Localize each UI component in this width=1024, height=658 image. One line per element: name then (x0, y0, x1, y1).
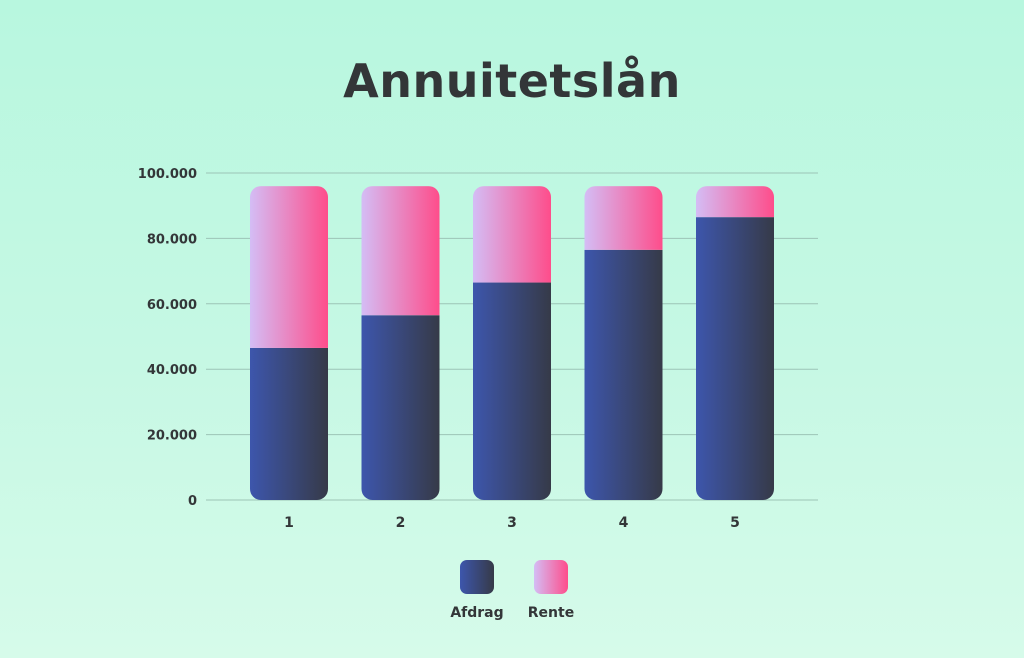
y-tick-label: 20.000 (147, 429, 197, 444)
y-tick-label: 100.000 (138, 167, 197, 182)
bar-stack (696, 186, 774, 500)
legend-label-rente: Rente (528, 605, 574, 621)
bar-rente (696, 186, 774, 218)
chart-title: Annuitetslån (343, 54, 681, 108)
x-tick-label: 4 (619, 515, 629, 531)
bar-afdrag (361, 315, 440, 500)
legend: Afdrag Rente (450, 560, 574, 621)
bar-stack (250, 186, 328, 500)
x-tick-label: 5 (730, 515, 740, 531)
bar-rente (361, 186, 440, 316)
legend-swatch-afdrag (460, 560, 494, 594)
labels-layer: 0 20.000 40.000 60.000 80.000 100.000 1 2 3 4 5 (138, 167, 740, 531)
bar-stack (361, 186, 440, 500)
bar-stack (584, 186, 663, 500)
bar-afdrag (473, 282, 551, 500)
x-tick-label: 3 (507, 515, 517, 531)
bar-rente (250, 186, 328, 348)
y-tick-label: 80.000 (147, 232, 197, 247)
bar-afdrag (250, 347, 328, 500)
y-tick-label: 0 (188, 494, 197, 509)
x-tick-label: 2 (396, 515, 406, 531)
bars-layer (250, 186, 774, 500)
legend-label-afdrag: Afdrag (450, 605, 503, 621)
bar-rente (473, 186, 551, 283)
y-tick-label: 60.000 (147, 298, 197, 313)
y-tick-label: 40.000 (147, 363, 197, 378)
bar-stack (473, 186, 551, 500)
bar-afdrag (584, 249, 663, 500)
x-tick-label: 1 (284, 515, 294, 531)
bar-rente (584, 186, 663, 250)
bar-afdrag (696, 217, 774, 500)
legend-swatch-rente (534, 560, 568, 594)
